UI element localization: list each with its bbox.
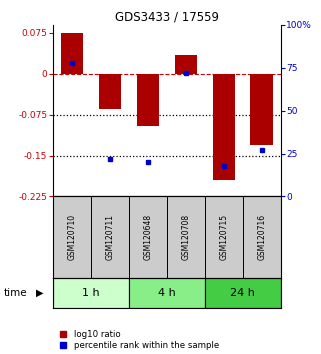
Bar — [91, 196, 129, 278]
Bar — [136, 74, 159, 126]
Text: 4 h: 4 h — [158, 288, 176, 298]
Text: GSM120711: GSM120711 — [105, 214, 115, 260]
Text: 1 h: 1 h — [82, 288, 100, 298]
Bar — [129, 278, 205, 308]
Bar — [205, 278, 281, 308]
Text: GSM120716: GSM120716 — [257, 214, 266, 260]
Text: ▶: ▶ — [36, 288, 44, 298]
Bar — [250, 74, 273, 145]
Bar — [205, 196, 243, 278]
Bar — [53, 278, 129, 308]
Bar — [99, 74, 121, 109]
Text: time: time — [3, 288, 27, 298]
Title: GDS3433 / 17559: GDS3433 / 17559 — [115, 11, 219, 24]
Text: GSM120648: GSM120648 — [143, 214, 152, 260]
Bar — [213, 74, 235, 180]
Bar — [243, 196, 281, 278]
Text: GSM120710: GSM120710 — [67, 214, 76, 260]
Bar — [129, 196, 167, 278]
Text: GSM120708: GSM120708 — [181, 214, 190, 260]
Legend: log10 ratio, percentile rank within the sample: log10 ratio, percentile rank within the … — [54, 330, 219, 350]
Text: 24 h: 24 h — [230, 288, 255, 298]
Bar — [61, 33, 83, 74]
Text: GSM120715: GSM120715 — [219, 214, 229, 260]
Bar — [167, 196, 205, 278]
Bar — [53, 196, 91, 278]
Bar — [175, 55, 197, 74]
